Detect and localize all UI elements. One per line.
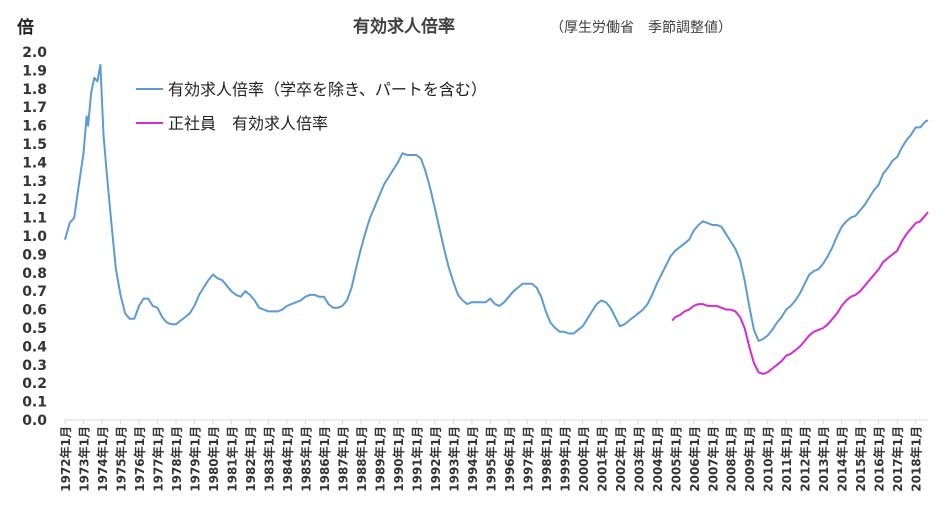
x-tick-label: 1980年1月 <box>206 426 221 492</box>
x-tick-label: 2001年1月 <box>594 426 609 492</box>
x-tick-label: 1973年1月 <box>76 426 91 492</box>
x-tick-label: 1983年1月 <box>261 426 276 492</box>
x-tick-label: 1985年1月 <box>298 426 313 492</box>
x-tick-label: 1998年1月 <box>539 426 554 492</box>
x-axis-ticks: 1972年1月 1973年1月 1974年1月 1975年1月 1976年1月 1977年… <box>58 420 924 492</box>
x-tick-label: 1984年1月 <box>280 426 295 492</box>
x-tick-label: 1988年1月 <box>354 426 369 492</box>
x-tick-label: 1976年1月 <box>132 426 147 492</box>
y-tick-label: 0.6 <box>22 303 47 319</box>
x-tick-label: 2018年1月 <box>909 426 924 492</box>
x-tick-label: 1992年1月 <box>428 426 443 492</box>
x-tick-label: 1993年1月 <box>446 426 461 492</box>
x-tick-label: 2016年1月 <box>872 426 887 492</box>
y-tick-label: 0.0 <box>22 413 47 429</box>
y-tick-label: 1.5 <box>22 137 47 153</box>
x-tick-label: 2002年1月 <box>613 426 628 492</box>
x-tick-label: 2008年1月 <box>724 426 739 492</box>
y-tick-label: 0.2 <box>22 376 47 392</box>
y-tick-label: 0.1 <box>22 395 47 411</box>
y-tick-label: 1.2 <box>22 192 47 208</box>
y-axis-unit-label: 倍 <box>17 17 34 38</box>
x-tick-label: 1994年1月 <box>465 426 480 492</box>
legend-label-regular-employee: 正社員 有効求人倍率 <box>168 114 328 133</box>
y-tick-label: 1.1 <box>22 211 47 227</box>
y-tick-label: 0.8 <box>22 266 47 282</box>
x-tick-label: 1997年1月 <box>520 426 535 492</box>
y-tick-label: 1.8 <box>22 82 47 98</box>
legend-label-all-jobs: 有効求人倍率（学卒を除き、パートを含む） <box>168 80 487 99</box>
x-tick-label: 1999年1月 <box>557 426 572 492</box>
y-tick-label: 1.4 <box>22 155 47 171</box>
x-tick-label: 1981年1月 <box>224 426 239 492</box>
y-tick-label: 1.6 <box>22 119 47 135</box>
y-tick-label: 0.7 <box>22 284 47 300</box>
y-tick-label: 2.0 <box>22 45 47 61</box>
x-tick-label: 2006年1月 <box>687 426 702 492</box>
x-tick-label: 2011年1月 <box>779 426 794 492</box>
x-tick-label: 2015年1月 <box>853 426 868 492</box>
x-tick-label: 2013年1月 <box>816 426 831 492</box>
x-tick-label: 2003年1月 <box>631 426 646 492</box>
x-tick-label: 2012年1月 <box>798 426 813 492</box>
y-tick-label: 1.7 <box>22 100 47 116</box>
x-tick-label: 1989年1月 <box>372 426 387 492</box>
y-tick-label: 0.5 <box>22 321 47 337</box>
y-tick-label: 1.0 <box>22 229 47 245</box>
y-tick-label: 0.4 <box>22 339 47 355</box>
x-tick-label: 1974年1月 <box>95 426 110 492</box>
x-tick-label: 1990年1月 <box>391 426 406 492</box>
x-tick-label: 1979年1月 <box>187 426 202 492</box>
series-line-all-jobs <box>64 63 929 342</box>
x-tick-label: 2000年1月 <box>576 426 591 492</box>
x-tick-label: 1996年1月 <box>502 426 517 492</box>
y-tick-label: 1.3 <box>22 174 47 190</box>
series-line-regular-employee <box>671 211 929 375</box>
series-layer <box>64 63 929 375</box>
y-tick-label: 1.9 <box>22 63 47 79</box>
x-tick-label: 1995年1月 <box>483 426 498 492</box>
x-tick-label: 2007年1月 <box>705 426 720 492</box>
chart-subtitle: （厚生労働省 季節調整値） <box>550 19 732 36</box>
x-tick-label: 1972年1月 <box>58 426 73 492</box>
y-tick-label: 0.9 <box>22 247 47 263</box>
x-tick-label: 2017年1月 <box>890 426 905 492</box>
x-tick-label: 2009年1月 <box>742 426 757 492</box>
x-tick-label: 2004年1月 <box>650 426 665 492</box>
x-tick-label: 1987年1月 <box>335 426 350 492</box>
x-tick-label: 2005年1月 <box>668 426 683 492</box>
x-tick-label: 1982年1月 <box>243 426 258 492</box>
x-tick-label: 1986年1月 <box>317 426 332 492</box>
x-tick-label: 1991年1月 <box>409 426 424 492</box>
x-tick-label: 2010年1月 <box>761 426 776 492</box>
x-tick-label: 1975年1月 <box>113 426 128 492</box>
chart-title: 有効求人倍率 <box>353 16 455 37</box>
legend: 有効求人倍率（学卒を除き、パートを含む） 正社員 有効求人倍率 <box>136 80 487 133</box>
y-tick-label: 0.3 <box>22 358 47 374</box>
y-axis-ticks: 0.0 0.1 0.2 0.3 0.4 0.5 0.6 0.7 0.8 0.9 1.0 1.1 1.2 1… <box>22 45 47 429</box>
x-tick-label: 1978年1月 <box>169 426 184 492</box>
x-tick-label: 2014年1月 <box>835 426 850 492</box>
x-tick-label: 1977年1月 <box>150 426 165 492</box>
